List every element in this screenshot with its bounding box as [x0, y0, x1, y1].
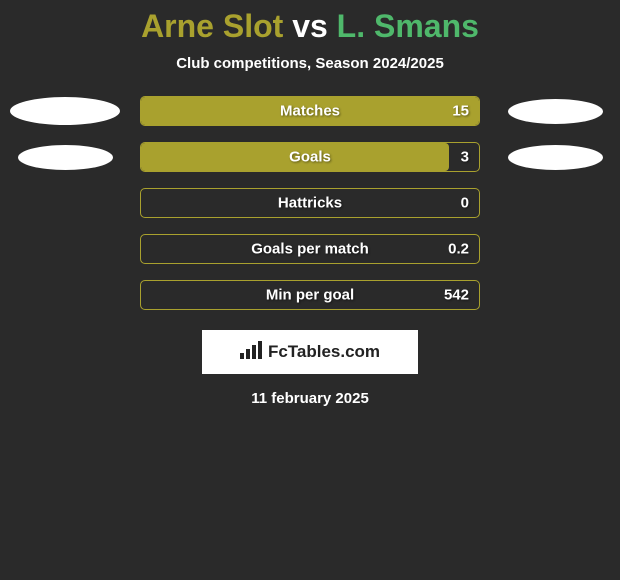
stat-bar: Goals per match 0.2	[140, 234, 480, 264]
stat-row: Min per goal 542	[0, 280, 620, 310]
stat-row: Matches 15	[0, 96, 620, 126]
logo-text: FcTables.com	[268, 342, 380, 362]
player2-marker	[508, 145, 603, 170]
logo-box[interactable]: FcTables.com	[202, 330, 418, 374]
stat-label: Min per goal	[266, 287, 354, 304]
stat-value: 0.2	[448, 241, 469, 258]
date-text: 11 february 2025	[0, 390, 620, 407]
left-ellipse-slot	[10, 145, 120, 170]
subtitle: Club competitions, Season 2024/2025	[0, 55, 620, 72]
stat-value: 15	[452, 103, 469, 120]
player2-name: L. Smans	[337, 8, 479, 44]
stat-bar: Min per goal 542	[140, 280, 480, 310]
stat-row: Hattricks 0	[0, 188, 620, 218]
stat-label: Hattricks	[278, 195, 342, 212]
player1-marker	[10, 97, 120, 125]
page-title: Arne Slot vs L. Smans	[0, 8, 620, 45]
stat-bar: Goals 3	[140, 142, 480, 172]
stat-label: Matches	[280, 103, 340, 120]
stat-value: 0	[461, 195, 469, 212]
stat-bar: Hattricks 0	[140, 188, 480, 218]
stat-label: Goals	[289, 149, 331, 166]
bars-icon	[240, 341, 262, 364]
stat-row: Goals 3	[0, 142, 620, 172]
stat-bar: Matches 15	[140, 96, 480, 126]
player2-marker	[508, 99, 603, 124]
stat-value: 542	[444, 287, 469, 304]
stat-value: 3	[461, 149, 469, 166]
stat-rows: Matches 15 Goals 3 Hattricks 0 Goals per match…	[0, 96, 620, 310]
right-ellipse-slot	[500, 145, 610, 170]
stat-label: Goals per match	[251, 241, 369, 258]
stat-row: Goals per match 0.2	[0, 234, 620, 264]
right-ellipse-slot	[500, 99, 610, 124]
player1-name: Arne Slot	[141, 8, 283, 44]
vs-text: vs	[283, 8, 336, 44]
player1-marker	[18, 145, 113, 170]
comparison-container: Arne Slot vs L. Smans Club competitions,…	[0, 0, 620, 407]
left-ellipse-slot	[10, 97, 120, 125]
